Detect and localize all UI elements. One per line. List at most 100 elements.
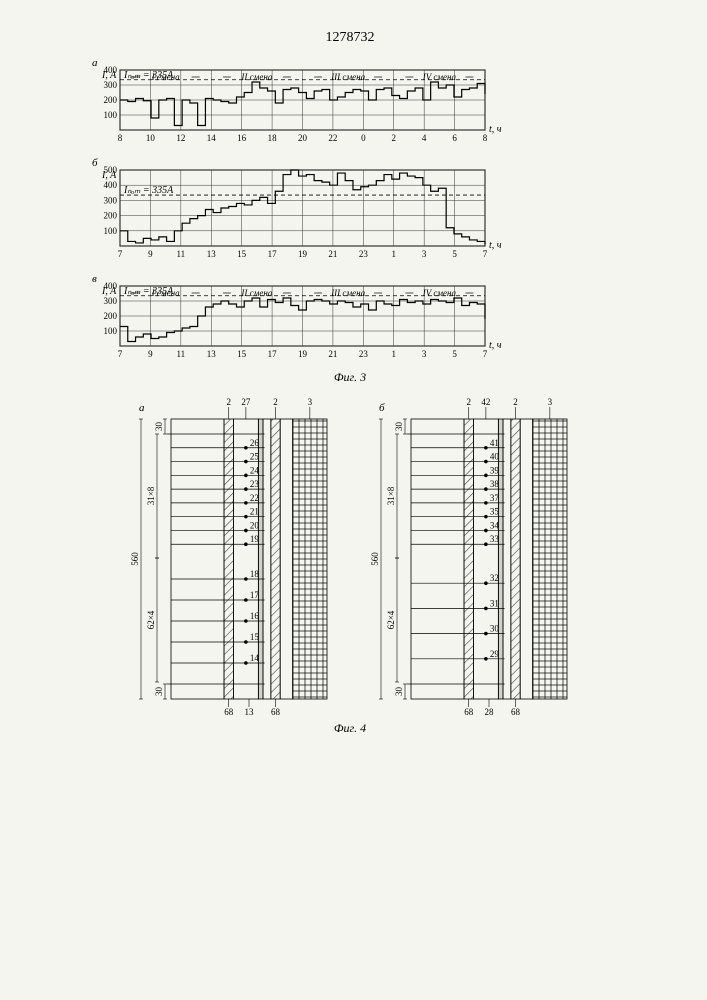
svg-text:2: 2	[392, 133, 397, 143]
svg-text:III смена: III смена	[330, 288, 365, 298]
svg-text:6: 6	[452, 133, 457, 143]
svg-text:t, ч: t, ч	[489, 340, 502, 351]
svg-text:II смена: II смена	[240, 288, 272, 298]
svg-text:30: 30	[490, 624, 500, 634]
svg-text:28: 28	[485, 707, 495, 717]
svg-text:19: 19	[298, 349, 308, 359]
svg-text:1: 1	[392, 349, 397, 359]
svg-text:400: 400	[104, 65, 118, 75]
svg-text:38: 38	[490, 479, 500, 489]
svg-text:10: 10	[146, 133, 156, 143]
svg-text:300: 300	[104, 195, 118, 205]
svg-text:30: 30	[394, 687, 404, 697]
timeseries-chart: вI, A79111315171921231357100200300400Iₙₒ…	[80, 270, 510, 364]
svg-text:300: 300	[104, 80, 118, 90]
svg-text:2: 2	[466, 397, 471, 407]
svg-text:3: 3	[308, 397, 313, 407]
document-number: 1278732	[80, 30, 620, 46]
svg-text:100: 100	[104, 110, 118, 120]
svg-text:18: 18	[250, 569, 260, 579]
svg-text:35: 35	[490, 507, 500, 517]
svg-text:68: 68	[464, 707, 474, 717]
svg-text:t, ч: t, ч	[489, 124, 502, 135]
svg-text:37: 37	[490, 493, 500, 503]
svg-text:31×8: 31×8	[146, 486, 156, 505]
svg-text:21: 21	[250, 507, 259, 517]
svg-text:0: 0	[361, 133, 366, 143]
svg-text:14: 14	[250, 653, 260, 663]
svg-text:9: 9	[148, 349, 153, 359]
svg-text:42: 42	[481, 397, 490, 407]
fig4-diagrams: а262524232221201918171615142272368136830…	[80, 397, 620, 717]
svg-text:8: 8	[483, 133, 488, 143]
svg-text:31×8: 31×8	[386, 486, 396, 505]
svg-text:17: 17	[268, 349, 278, 359]
svg-text:3: 3	[548, 397, 553, 407]
svg-text:11: 11	[176, 349, 185, 359]
svg-text:13: 13	[245, 707, 255, 717]
svg-text:а: а	[92, 57, 98, 69]
svg-text:13: 13	[207, 249, 217, 259]
svg-text:11: 11	[176, 249, 185, 259]
svg-text:5: 5	[452, 349, 457, 359]
svg-text:23: 23	[359, 249, 369, 259]
svg-text:Iₙₒₘ = 335A: Iₙₒₘ = 335A	[123, 185, 174, 196]
timeseries-chart: бI, A79111315171921231357100200300400500…	[80, 154, 510, 264]
svg-text:300: 300	[104, 296, 118, 306]
svg-text:18: 18	[268, 133, 278, 143]
svg-text:IV смена: IV смена	[422, 288, 457, 298]
svg-text:а: а	[139, 402, 145, 414]
svg-text:3: 3	[422, 249, 427, 259]
svg-text:100: 100	[104, 326, 118, 336]
svg-text:17: 17	[250, 590, 260, 600]
svg-text:32: 32	[490, 573, 499, 583]
svg-text:2: 2	[226, 397, 231, 407]
svg-text:9: 9	[148, 249, 153, 259]
svg-text:560: 560	[370, 552, 380, 566]
svg-text:3: 3	[422, 349, 427, 359]
svg-text:1: 1	[392, 249, 397, 259]
svg-text:62×4: 62×4	[146, 610, 156, 629]
svg-text:19: 19	[298, 249, 308, 259]
svg-text:22: 22	[328, 133, 337, 143]
svg-text:19: 19	[250, 534, 260, 544]
svg-text:68: 68	[511, 707, 521, 717]
svg-text:IV смена: IV смена	[422, 72, 457, 82]
timeseries-chart: аI, A81012141618202202468100200300400Iₙₒ…	[80, 54, 510, 148]
svg-text:II смена: II смена	[240, 72, 272, 82]
svg-text:29: 29	[490, 649, 500, 659]
svg-text:27: 27	[241, 397, 251, 407]
svg-text:62×4: 62×4	[386, 610, 396, 629]
svg-text:III смена: III смена	[330, 72, 365, 82]
svg-text:16: 16	[250, 611, 260, 621]
svg-text:15: 15	[250, 632, 260, 642]
svg-text:41: 41	[490, 438, 499, 448]
svg-text:23: 23	[250, 479, 260, 489]
svg-text:20: 20	[298, 133, 308, 143]
svg-text:560: 560	[130, 552, 140, 566]
svg-text:22: 22	[250, 493, 259, 503]
svg-text:4: 4	[422, 133, 427, 143]
svg-text:25: 25	[250, 452, 260, 462]
svg-text:t, ч: t, ч	[489, 240, 502, 251]
svg-text:12: 12	[176, 133, 185, 143]
svg-text:200: 200	[104, 211, 118, 221]
svg-text:400: 400	[104, 281, 118, 291]
svg-text:в: в	[92, 273, 97, 285]
svg-text:8: 8	[118, 133, 123, 143]
svg-text:I смена: I смена	[151, 72, 180, 82]
svg-text:26: 26	[250, 438, 260, 448]
svg-text:39: 39	[490, 465, 500, 475]
svg-text:34: 34	[490, 520, 500, 530]
fig3-charts: аI, A81012141618202202468100200300400Iₙₒ…	[80, 54, 620, 364]
svg-text:200: 200	[104, 311, 118, 321]
svg-text:68: 68	[271, 707, 281, 717]
fig4-caption: Фиг. 4	[80, 721, 620, 736]
svg-text:7: 7	[483, 349, 488, 359]
svg-text:17: 17	[268, 249, 278, 259]
svg-text:31: 31	[490, 598, 499, 608]
svg-text:2: 2	[513, 397, 518, 407]
structural-diagram: б414039383735343332313029242236828683031…	[365, 397, 575, 717]
svg-text:33: 33	[490, 534, 500, 544]
svg-text:68: 68	[224, 707, 234, 717]
